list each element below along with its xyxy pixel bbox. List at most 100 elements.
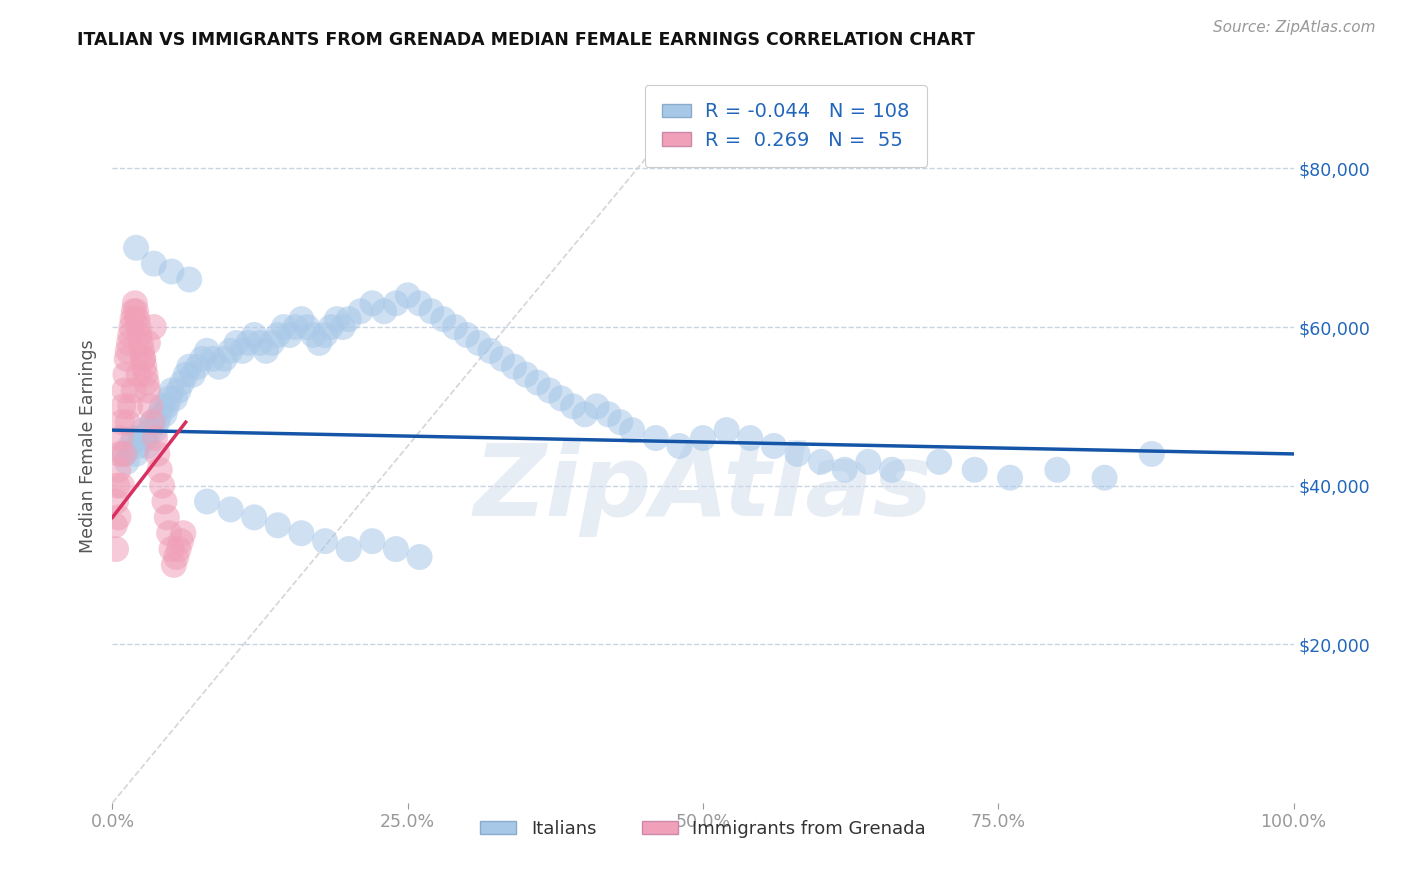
Point xyxy=(117,343,139,358)
Point xyxy=(456,328,478,343)
Point xyxy=(349,304,371,318)
Point xyxy=(114,368,136,382)
Point xyxy=(160,384,183,398)
Point xyxy=(290,312,312,326)
Point xyxy=(139,423,162,437)
Point xyxy=(111,415,134,429)
Point xyxy=(243,328,266,343)
Point xyxy=(128,328,150,343)
Point xyxy=(297,320,319,334)
Point xyxy=(1094,471,1116,485)
Point xyxy=(111,478,134,492)
Point xyxy=(432,312,454,326)
Point xyxy=(810,455,832,469)
Point xyxy=(167,384,190,398)
Point xyxy=(132,351,155,366)
Point xyxy=(136,439,159,453)
Point xyxy=(503,359,526,374)
Point xyxy=(290,526,312,541)
Point xyxy=(550,392,572,406)
Point xyxy=(117,415,139,429)
Point xyxy=(135,431,157,445)
Point xyxy=(132,423,155,437)
Point xyxy=(385,296,408,310)
Point xyxy=(127,368,149,382)
Point xyxy=(174,368,197,382)
Point xyxy=(332,320,354,334)
Point xyxy=(181,368,204,382)
Point xyxy=(267,518,290,533)
Point xyxy=(105,542,128,557)
Point xyxy=(621,423,644,437)
Point xyxy=(243,510,266,524)
Point xyxy=(160,542,183,557)
Point xyxy=(361,534,384,549)
Point xyxy=(135,368,157,382)
Point xyxy=(1140,447,1163,461)
Point xyxy=(337,542,360,557)
Point xyxy=(396,288,419,302)
Point xyxy=(156,510,179,524)
Point xyxy=(762,439,785,453)
Point xyxy=(219,343,242,358)
Point xyxy=(129,335,152,350)
Point xyxy=(668,439,690,453)
Point xyxy=(1046,463,1069,477)
Point xyxy=(136,335,159,350)
Point xyxy=(314,328,336,343)
Point xyxy=(112,400,135,414)
Point xyxy=(740,431,762,445)
Point xyxy=(122,431,145,445)
Point xyxy=(267,328,290,343)
Point xyxy=(644,431,666,445)
Point xyxy=(302,328,325,343)
Point xyxy=(172,376,194,390)
Point xyxy=(122,304,145,318)
Point xyxy=(225,335,247,350)
Point xyxy=(124,296,146,310)
Point xyxy=(127,320,149,334)
Point xyxy=(562,400,585,414)
Point xyxy=(136,384,159,398)
Point xyxy=(142,257,165,271)
Point xyxy=(142,320,165,334)
Point xyxy=(219,502,242,516)
Point xyxy=(314,534,336,549)
Point xyxy=(104,518,127,533)
Point xyxy=(132,351,155,366)
Point xyxy=(858,455,880,469)
Text: Source: ZipAtlas.com: Source: ZipAtlas.com xyxy=(1212,20,1375,35)
Point xyxy=(143,431,166,445)
Point xyxy=(127,439,149,453)
Point xyxy=(108,447,131,461)
Point xyxy=(467,335,489,350)
Point xyxy=(146,447,169,461)
Point xyxy=(692,431,714,445)
Point xyxy=(110,431,132,445)
Point xyxy=(208,359,231,374)
Point xyxy=(125,447,148,461)
Point xyxy=(479,343,502,358)
Point xyxy=(337,312,360,326)
Point xyxy=(107,510,129,524)
Point xyxy=(156,400,179,414)
Point xyxy=(105,478,128,492)
Legend: Italians, Immigrants from Grenada: Italians, Immigrants from Grenada xyxy=(472,813,934,845)
Point xyxy=(179,272,201,286)
Point xyxy=(373,304,395,318)
Point xyxy=(254,343,277,358)
Point xyxy=(153,407,176,421)
Point xyxy=(122,384,145,398)
Point xyxy=(585,400,607,414)
Y-axis label: Median Female Earnings: Median Female Earnings xyxy=(79,339,97,553)
Point xyxy=(149,463,172,477)
Point xyxy=(238,335,260,350)
Point xyxy=(134,359,156,374)
Point xyxy=(139,400,162,414)
Point xyxy=(308,335,330,350)
Point xyxy=(278,328,301,343)
Point xyxy=(214,351,236,366)
Point xyxy=(150,478,173,492)
Point xyxy=(191,351,214,366)
Point xyxy=(444,320,467,334)
